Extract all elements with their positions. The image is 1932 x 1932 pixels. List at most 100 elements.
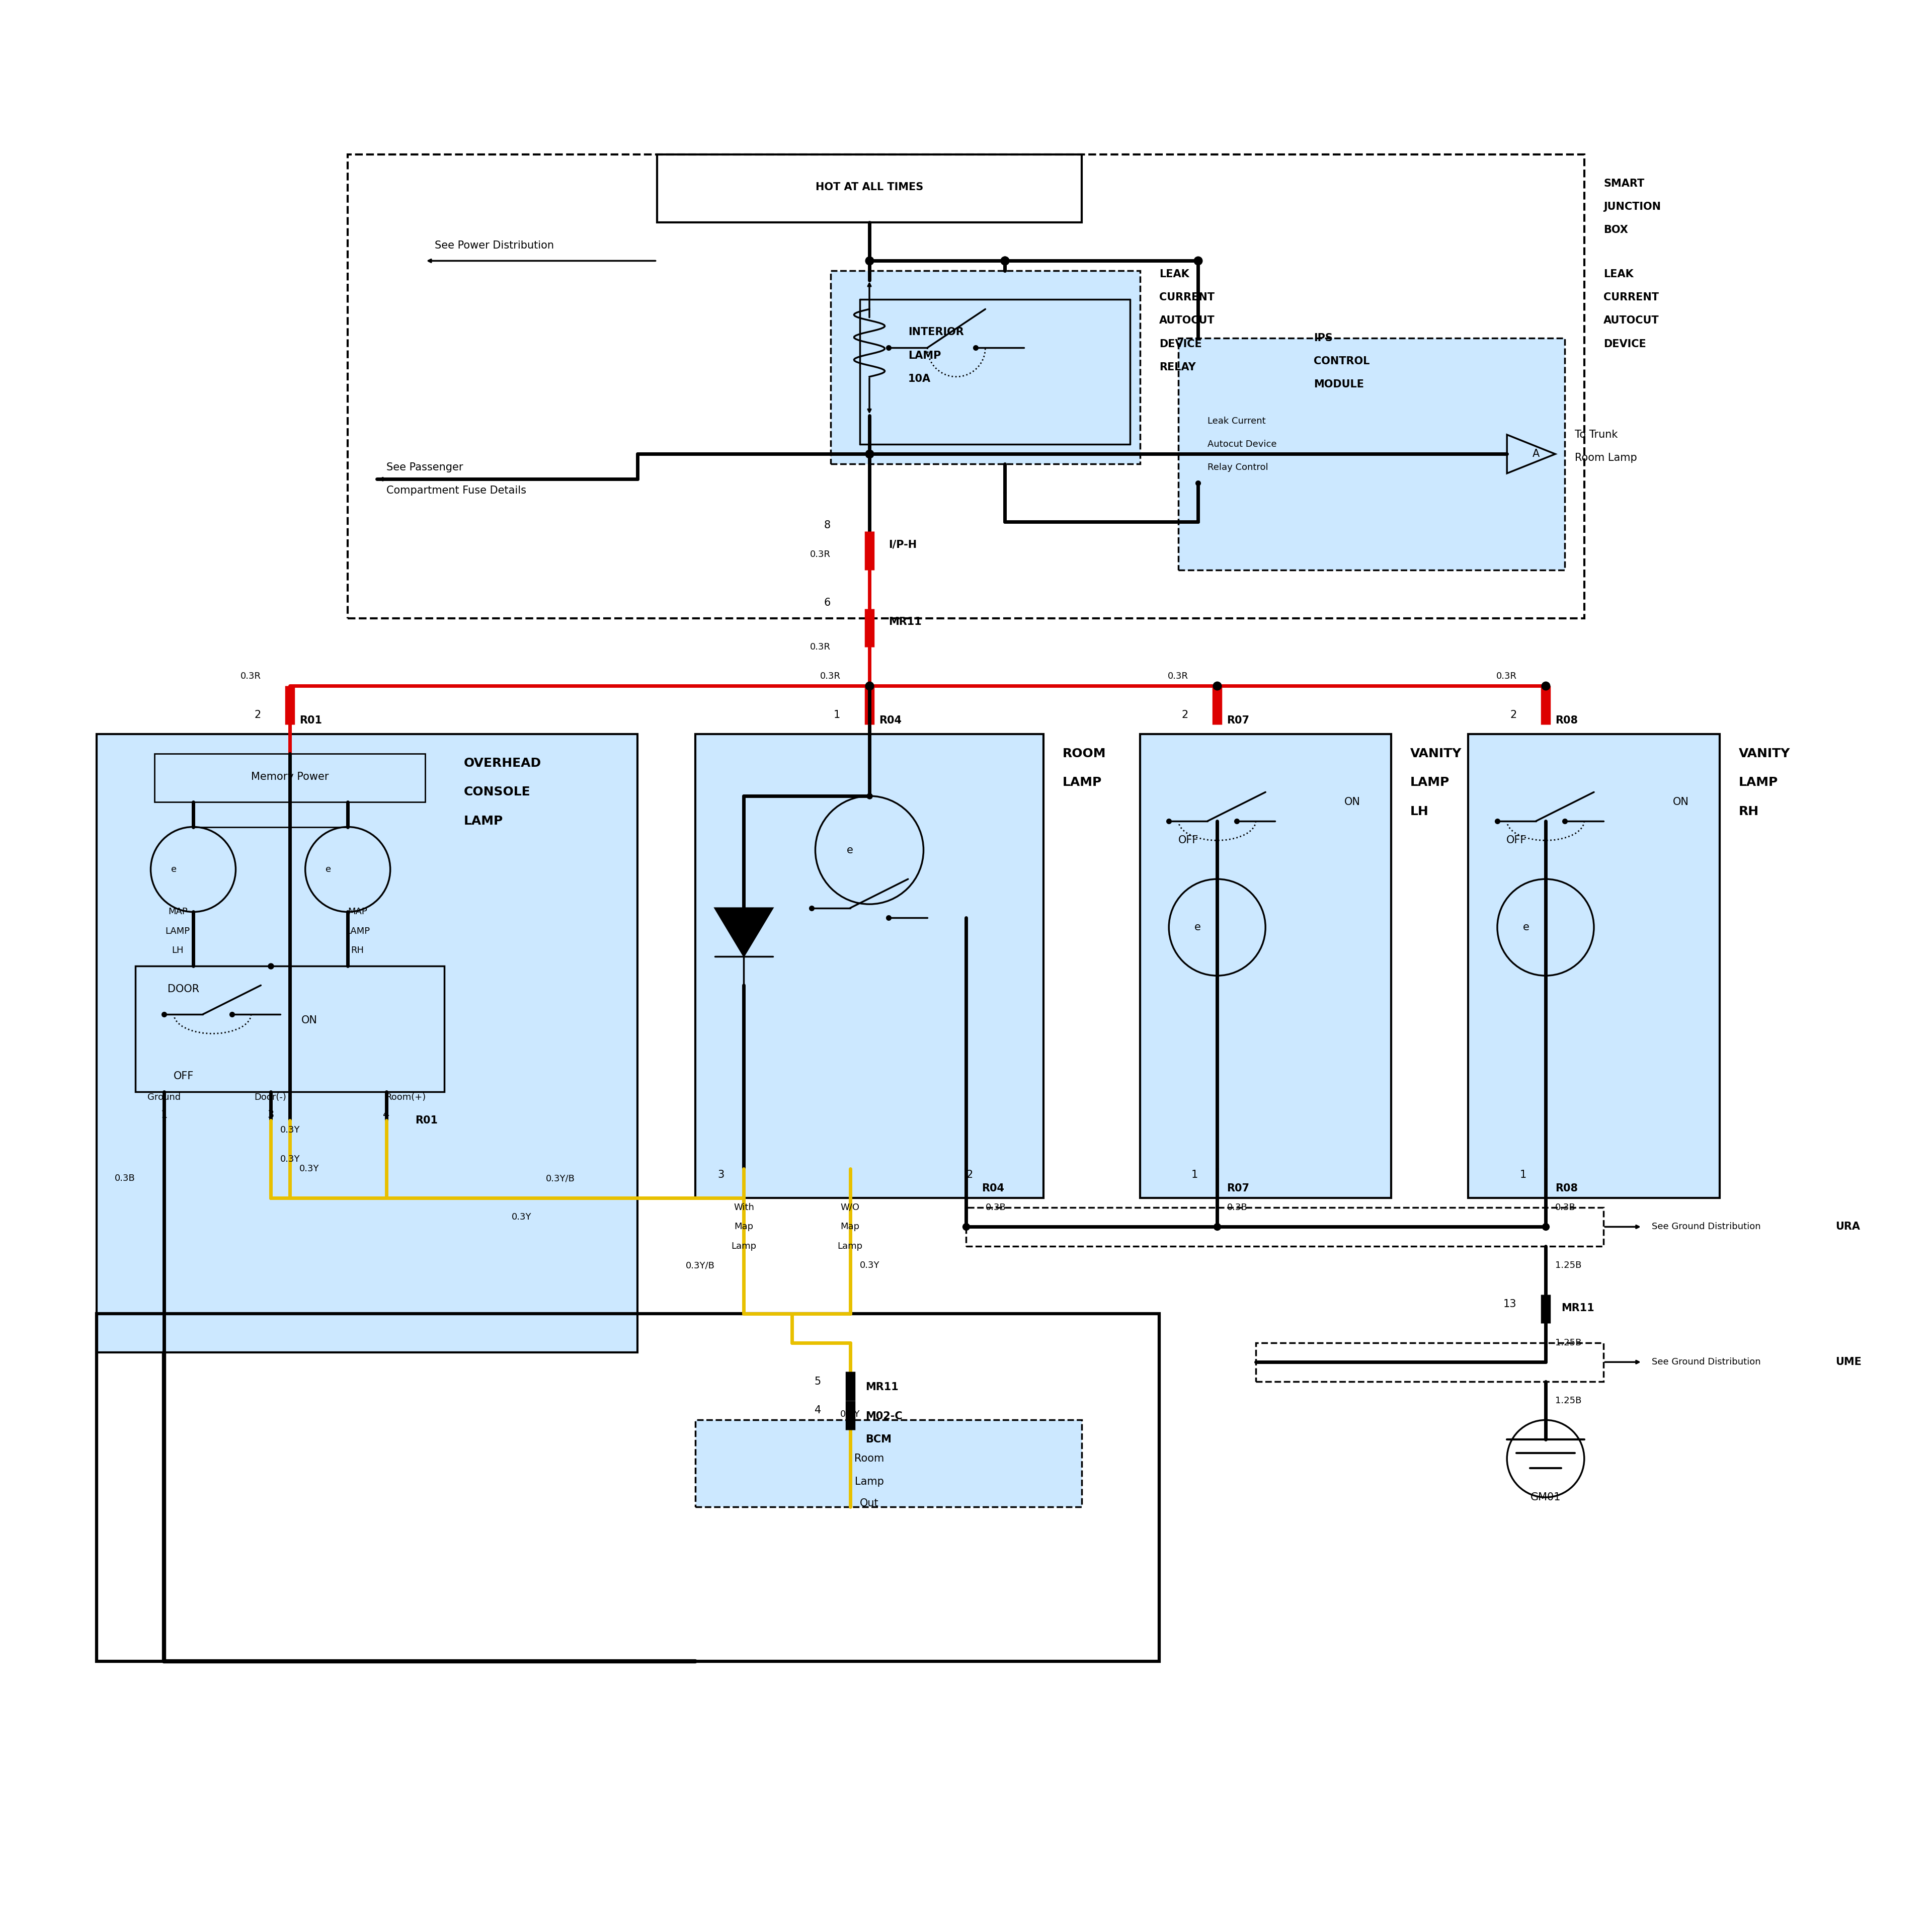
Bar [135, 966, 444, 1092]
Text: See Ground Distribution: See Ground Distribution [1652, 1358, 1760, 1366]
Text: DOOR: DOOR [168, 983, 199, 995]
Text: 0.3B: 0.3B [1555, 1204, 1577, 1211]
Text: AUTOCUT: AUTOCUT [1159, 315, 1215, 327]
Text: 0.3R: 0.3R [810, 551, 831, 558]
Text: MAP: MAP [348, 908, 367, 916]
Bar [696, 734, 1043, 1198]
Text: ROOM: ROOM [1063, 748, 1107, 759]
Text: BCM: BCM [866, 1434, 893, 1445]
Text: 13: 13 [1503, 1298, 1517, 1310]
Text: UME: UME [1835, 1356, 1862, 1368]
Text: 8: 8 [825, 520, 831, 531]
Text: MAP: MAP [168, 908, 187, 916]
Text: HOT AT ALL TIMES: HOT AT ALL TIMES [815, 182, 923, 193]
Text: SMART: SMART [1604, 178, 1644, 189]
Text: Compartment Fuse Details: Compartment Fuse Details [386, 485, 526, 497]
Text: RELAY: RELAY [1159, 361, 1196, 373]
Text: R07: R07 [1227, 715, 1250, 726]
Text: OFF: OFF [1507, 835, 1526, 846]
Text: 0.3R: 0.3R [1495, 672, 1517, 680]
Bar [97, 734, 638, 1352]
Text: 2: 2 [966, 1169, 972, 1180]
Text: R01: R01 [299, 715, 323, 726]
Text: 1.25B: 1.25B [1555, 1397, 1582, 1405]
Text: 0.3B: 0.3B [1227, 1204, 1248, 1211]
Bar [966, 1208, 1604, 1246]
Text: LAMP: LAMP [1739, 777, 1777, 788]
Text: e: e [1194, 922, 1202, 933]
Text: MR11: MR11 [866, 1381, 898, 1393]
Text: See Ground Distribution: See Ground Distribution [1652, 1223, 1760, 1231]
Text: Map: Map [840, 1223, 860, 1231]
Text: 2: 2 [1182, 709, 1188, 721]
Text: LAMP: LAMP [346, 927, 369, 935]
Text: Out: Out [860, 1497, 879, 1509]
Text: R04: R04 [981, 1182, 1005, 1194]
Text: LAMP: LAMP [464, 815, 502, 827]
Bar [657, 155, 1082, 222]
Text: CONTROL: CONTROL [1314, 355, 1370, 367]
Text: DEVICE: DEVICE [1159, 338, 1202, 350]
Text: 0.3Y: 0.3Y [280, 1155, 299, 1163]
Text: Leak Current: Leak Current [1208, 417, 1265, 425]
Text: 0.3B: 0.3B [985, 1204, 1007, 1211]
Text: Door(-): Door(-) [255, 1094, 286, 1101]
Text: CONSOLE: CONSOLE [464, 786, 531, 798]
Bar [831, 270, 1140, 464]
Text: 6: 6 [825, 597, 831, 609]
Text: R07: R07 [1227, 1182, 1250, 1194]
Text: OVERHEAD: OVERHEAD [464, 757, 541, 769]
Text: 1: 1 [160, 1109, 168, 1121]
Text: CURRENT: CURRENT [1604, 292, 1660, 303]
Text: 1: 1 [835, 709, 840, 721]
Text: 0.3Y/B: 0.3Y/B [545, 1175, 576, 1182]
Text: 3: 3 [267, 1109, 274, 1121]
Text: LAMP: LAMP [1063, 777, 1101, 788]
Text: W/O: W/O [840, 1204, 860, 1211]
Text: IPS: IPS [1314, 332, 1333, 344]
Text: See Passenger: See Passenger [386, 462, 464, 473]
Bar [696, 1420, 1082, 1507]
Text: VANITY: VANITY [1739, 748, 1791, 759]
Text: 0.3Y: 0.3Y [840, 1410, 860, 1418]
Text: 0.3R: 0.3R [240, 672, 261, 680]
Text: 0.3R: 0.3R [1167, 672, 1188, 680]
Text: 10A: 10A [908, 373, 931, 384]
Text: MODULE: MODULE [1314, 379, 1364, 390]
Text: Lamp: Lamp [837, 1242, 864, 1250]
Text: e: e [846, 844, 854, 856]
Text: LH: LH [1410, 806, 1430, 817]
Text: 3: 3 [719, 1169, 725, 1180]
Text: M02-C: M02-C [866, 1410, 902, 1422]
Text: ON: ON [1345, 796, 1360, 808]
Text: MR11: MR11 [889, 616, 922, 628]
Text: 0.3Y: 0.3Y [860, 1262, 879, 1269]
Bar [1256, 1343, 1604, 1381]
Bar [155, 753, 425, 802]
Text: OFF: OFF [174, 1070, 193, 1082]
Text: 5: 5 [815, 1376, 821, 1387]
Text: LAMP: LAMP [166, 927, 189, 935]
Text: R08: R08 [1555, 1182, 1578, 1194]
Text: 4: 4 [815, 1405, 821, 1416]
Text: 1: 1 [1520, 1169, 1526, 1180]
Text: JUNCTION: JUNCTION [1604, 201, 1662, 213]
Text: Room Lamp: Room Lamp [1575, 452, 1636, 464]
Text: 0.3R: 0.3R [810, 643, 831, 651]
Bar [1140, 734, 1391, 1198]
Text: 1.25B: 1.25B [1555, 1339, 1582, 1347]
Text: e: e [1522, 922, 1530, 933]
Text: Room(+): Room(+) [386, 1094, 425, 1101]
Text: Lamp: Lamp [730, 1242, 757, 1250]
Text: To Trunk: To Trunk [1575, 429, 1617, 440]
Text: ON: ON [1673, 796, 1689, 808]
Text: 0.3Y: 0.3Y [280, 1126, 299, 1134]
Text: LAMP: LAMP [1410, 777, 1449, 788]
Text: LEAK: LEAK [1604, 269, 1634, 280]
Bar [97, 1314, 1159, 1662]
Text: MR11: MR11 [1561, 1302, 1594, 1314]
Text: LAMP: LAMP [908, 350, 941, 361]
Text: 2: 2 [1511, 709, 1517, 721]
Text: R08: R08 [1555, 715, 1578, 726]
Polygon shape [715, 908, 773, 956]
